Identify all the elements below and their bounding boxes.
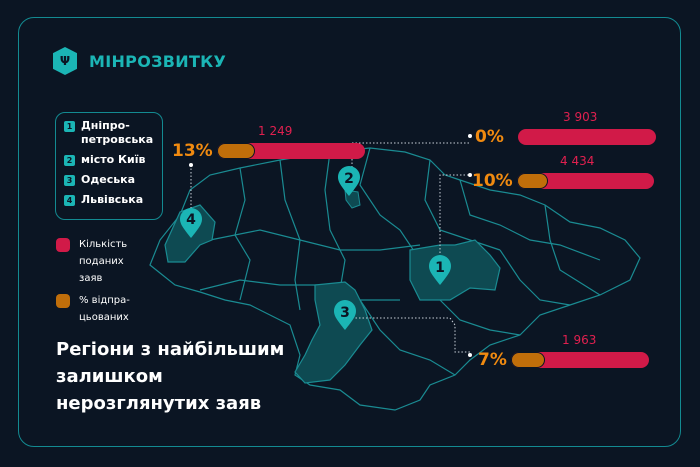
svg-text:3: 3 bbox=[340, 305, 350, 321]
legend-item-2: 2 місто Київ bbox=[64, 153, 154, 167]
count-swatch bbox=[56, 238, 70, 252]
count-bar bbox=[516, 173, 654, 189]
legend-number-badge: 1 bbox=[64, 121, 75, 132]
legend-key-label: % відпра-цьованих bbox=[79, 295, 130, 323]
count-label: 3 903 bbox=[563, 110, 598, 124]
map-pin-2: 2 bbox=[338, 165, 361, 196]
pct-bar bbox=[516, 173, 548, 189]
count-bar bbox=[517, 129, 656, 145]
count-bar bbox=[216, 143, 365, 159]
svg-text:4: 4 bbox=[186, 212, 196, 228]
map-pin-3: 3 bbox=[334, 299, 356, 330]
bar-group-dnipro: 10% bbox=[472, 171, 654, 191]
pct-label: 10% bbox=[472, 171, 513, 191]
legend-number-badge: 3 bbox=[64, 175, 75, 186]
page-title: Регіони з найбільшим залишком нерозгляну… bbox=[56, 336, 284, 417]
pct-bar bbox=[216, 143, 255, 159]
map-pin-1: 1 bbox=[429, 255, 451, 285]
legend-number-badge: 4 bbox=[64, 195, 75, 206]
svg-text:2: 2 bbox=[344, 171, 354, 187]
bar-group-lviv: 13% bbox=[172, 141, 365, 161]
legend-region-name: Одеська bbox=[81, 173, 136, 186]
pct-label: 0% bbox=[475, 127, 504, 147]
title-line: залишком bbox=[56, 366, 163, 387]
count-bar bbox=[510, 352, 649, 368]
region-dnipro bbox=[409, 239, 501, 301]
brand-logo: Ψ МІНРОЗВИТКУ bbox=[53, 47, 226, 75]
legend-region-name: Дніпро- петровська bbox=[81, 119, 154, 146]
bar-group-kyiv: 0% bbox=[475, 127, 656, 147]
outer-frame bbox=[18, 17, 681, 447]
region-legend: 1 Дніпро- петровська 2 місто Київ 3 Одес… bbox=[55, 112, 163, 220]
pct-label: 13% bbox=[172, 141, 213, 161]
legend-region-name: Львівська bbox=[81, 193, 144, 206]
brand-name: МІНРОЗВИТКУ bbox=[89, 51, 227, 71]
count-label: 1 249 bbox=[258, 124, 293, 138]
title-line: Регіони з найбільшим bbox=[56, 339, 285, 360]
count-label: 4 434 bbox=[560, 154, 595, 168]
region-odesa bbox=[294, 281, 373, 384]
title-line: нерозглянутих заяв bbox=[56, 393, 262, 414]
svg-text:1: 1 bbox=[435, 260, 445, 276]
legend-region-name: місто Київ bbox=[81, 153, 146, 166]
legend-key-label: Кількість поданих заяв bbox=[79, 239, 128, 284]
trident-emblem-icon: Ψ bbox=[53, 47, 77, 75]
legend-item-3: 3 Одеська bbox=[64, 173, 154, 187]
legend-item-4: 4 Львівська bbox=[64, 193, 154, 207]
pct-label: 7% bbox=[478, 350, 507, 370]
count-label: 1 963 bbox=[562, 333, 597, 347]
pct-swatch bbox=[56, 294, 70, 308]
pct-bar bbox=[510, 352, 545, 368]
legend-key-pct: % відпра-цьованих bbox=[56, 292, 156, 326]
map-pin-4: 4 bbox=[180, 208, 202, 238]
legend-key-count: Кількість поданих заяв bbox=[56, 236, 146, 287]
bar-group-odesa: 7% bbox=[478, 350, 649, 370]
legend-item-1: 1 Дніпро- петровська bbox=[64, 119, 154, 147]
legend-number-badge: 2 bbox=[64, 155, 75, 166]
